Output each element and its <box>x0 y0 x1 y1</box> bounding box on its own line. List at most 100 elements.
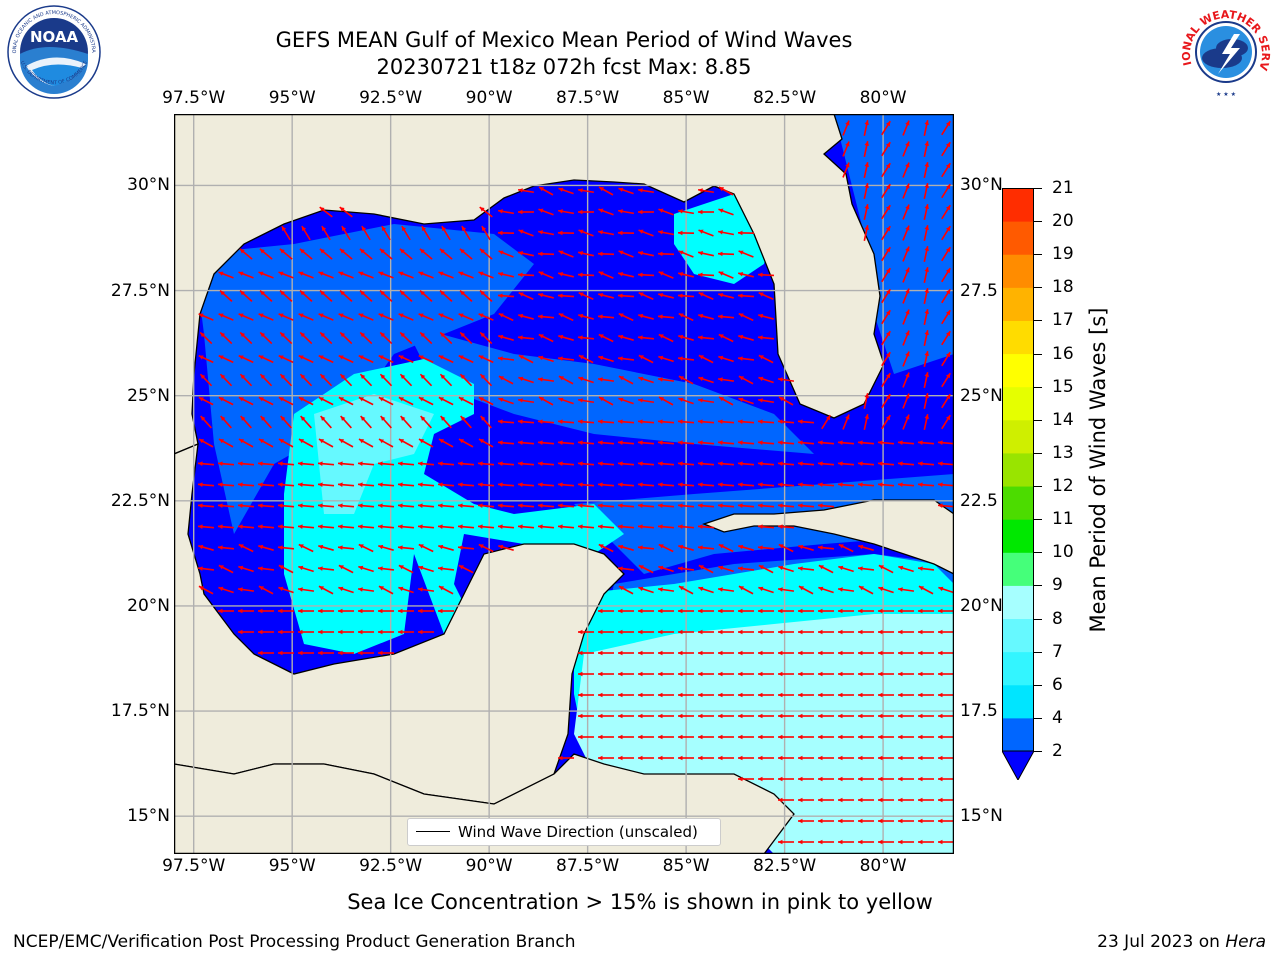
wave-direction-arrow <box>537 482 555 487</box>
wave-direction-arrow <box>697 461 715 466</box>
wave-direction-arrow <box>902 414 910 430</box>
wave-direction-arrow <box>941 183 951 199</box>
lat-tick-label: 17.5 <box>960 701 998 722</box>
wave-direction-arrow <box>618 650 634 656</box>
wave-direction-arrow <box>757 482 775 487</box>
wave-direction-arrow <box>437 503 455 508</box>
wave-direction-arrow <box>881 393 891 409</box>
wave-direction-arrow <box>537 314 555 319</box>
wave-direction-arrow <box>941 141 951 157</box>
wave-direction-arrow <box>838 839 854 845</box>
wave-direction-arrow <box>258 438 274 448</box>
wave-direction-arrow <box>441 225 451 241</box>
wave-direction-arrow <box>338 396 354 406</box>
wave-direction-arrow <box>937 440 954 445</box>
wave-direction-arrow <box>717 587 735 592</box>
wave-direction-arrow <box>557 524 575 529</box>
wave-direction-arrow <box>357 503 375 508</box>
wave-direction-arrow <box>818 564 834 574</box>
wave-direction-arrow <box>858 692 874 698</box>
wave-direction-arrow <box>941 330 951 346</box>
wave-direction-arrow <box>378 271 394 279</box>
wave-direction-arrow <box>718 565 734 573</box>
wave-direction-arrow <box>881 204 891 220</box>
wave-direction-arrow <box>598 608 614 614</box>
wave-direction-arrow <box>217 524 235 529</box>
wave-direction-arrow <box>638 650 654 656</box>
wave-direction-arrow <box>497 440 515 445</box>
wave-direction-arrow <box>218 586 234 594</box>
wave-direction-arrow <box>698 209 714 215</box>
wave-direction-arrow <box>838 776 854 782</box>
lat-tick-label: 30°N <box>127 175 170 196</box>
wave-direction-arrow <box>617 356 635 361</box>
wave-direction-arrow <box>277 482 295 487</box>
wave-direction-arrow <box>698 229 714 237</box>
wave-direction-arrow <box>378 608 394 614</box>
wave-direction-arrow <box>858 818 874 824</box>
wave-direction-arrow <box>698 251 714 257</box>
wave-direction-arrow <box>377 482 395 487</box>
wave-direction-arrow <box>378 585 394 595</box>
wave-direction-arrow <box>538 186 554 196</box>
wave-direction-arrow <box>838 797 854 803</box>
wave-direction-arrow <box>300 415 312 429</box>
wave-direction-arrow <box>818 650 834 656</box>
wave-direction-arrow <box>298 565 314 573</box>
wave-direction-arrow <box>717 503 735 508</box>
wave-direction-arrow <box>858 797 874 803</box>
wave-direction-arrow <box>239 373 253 387</box>
wave-direction-arrow <box>757 503 775 508</box>
colorbar-tick-mark <box>1034 717 1042 719</box>
colorbar <box>1002 188 1034 780</box>
wave-direction-arrow <box>638 755 654 761</box>
wave-direction-arrow <box>479 206 493 218</box>
lon-tick-label: 97.5°W <box>162 88 226 108</box>
wave-direction-arrow <box>863 225 869 241</box>
colorbar-tick-label: 17 <box>1052 310 1074 331</box>
wave-direction-arrow <box>340 415 352 429</box>
wave-direction-arrow <box>237 524 255 529</box>
wave-direction-arrow <box>777 503 795 508</box>
wave-direction-arrow <box>737 356 755 361</box>
wave-direction-arrow <box>238 438 254 448</box>
wave-direction-arrow <box>758 734 774 740</box>
wave-direction-arrow <box>738 608 754 614</box>
wave-direction-arrow <box>279 248 293 260</box>
wave-direction-arrow <box>902 204 910 220</box>
colorbar-segment <box>1002 486 1034 520</box>
wave-direction-arrow <box>258 271 274 279</box>
wave-direction-arrow <box>338 354 354 364</box>
wave-direction-arrow <box>657 503 675 508</box>
wave-direction-arrow <box>898 608 914 614</box>
colorbar-tick-mark <box>1034 320 1042 322</box>
wave-direction-arrow <box>398 629 414 635</box>
wave-direction-arrow <box>558 397 574 405</box>
wave-direction-arrow <box>737 230 755 236</box>
wave-direction-arrow <box>837 461 855 466</box>
wave-direction-arrow <box>218 354 234 364</box>
wave-direction-arrow <box>657 314 675 319</box>
svg-text:★ ★ ★: ★ ★ ★ <box>1216 91 1236 98</box>
wave-direction-arrow <box>938 692 954 698</box>
wave-direction-arrow <box>858 608 874 614</box>
wave-direction-arrow <box>778 650 794 656</box>
wave-direction-arrow <box>842 141 850 157</box>
wave-direction-arrow <box>538 396 554 406</box>
wave-direction-arrow <box>617 293 635 299</box>
wave-direction-arrow <box>578 713 594 719</box>
wave-direction-arrow <box>237 587 255 592</box>
wave-direction-arrow <box>458 438 474 448</box>
wave-direction-arrow <box>558 375 574 385</box>
wave-direction-arrow <box>439 331 453 345</box>
wave-direction-arrow <box>517 419 535 424</box>
wave-direction-arrow <box>357 524 375 529</box>
wave-direction-arrow <box>517 398 535 404</box>
wave-direction-arrow <box>458 396 474 406</box>
wave-direction-arrow <box>902 351 910 367</box>
wave-direction-arrow <box>658 671 674 677</box>
colorbar-tick-label: 11 <box>1052 509 1074 530</box>
wave-direction-arrow <box>677 209 695 215</box>
wave-direction-arrow <box>498 312 514 322</box>
wave-direction-arrow <box>898 818 914 824</box>
